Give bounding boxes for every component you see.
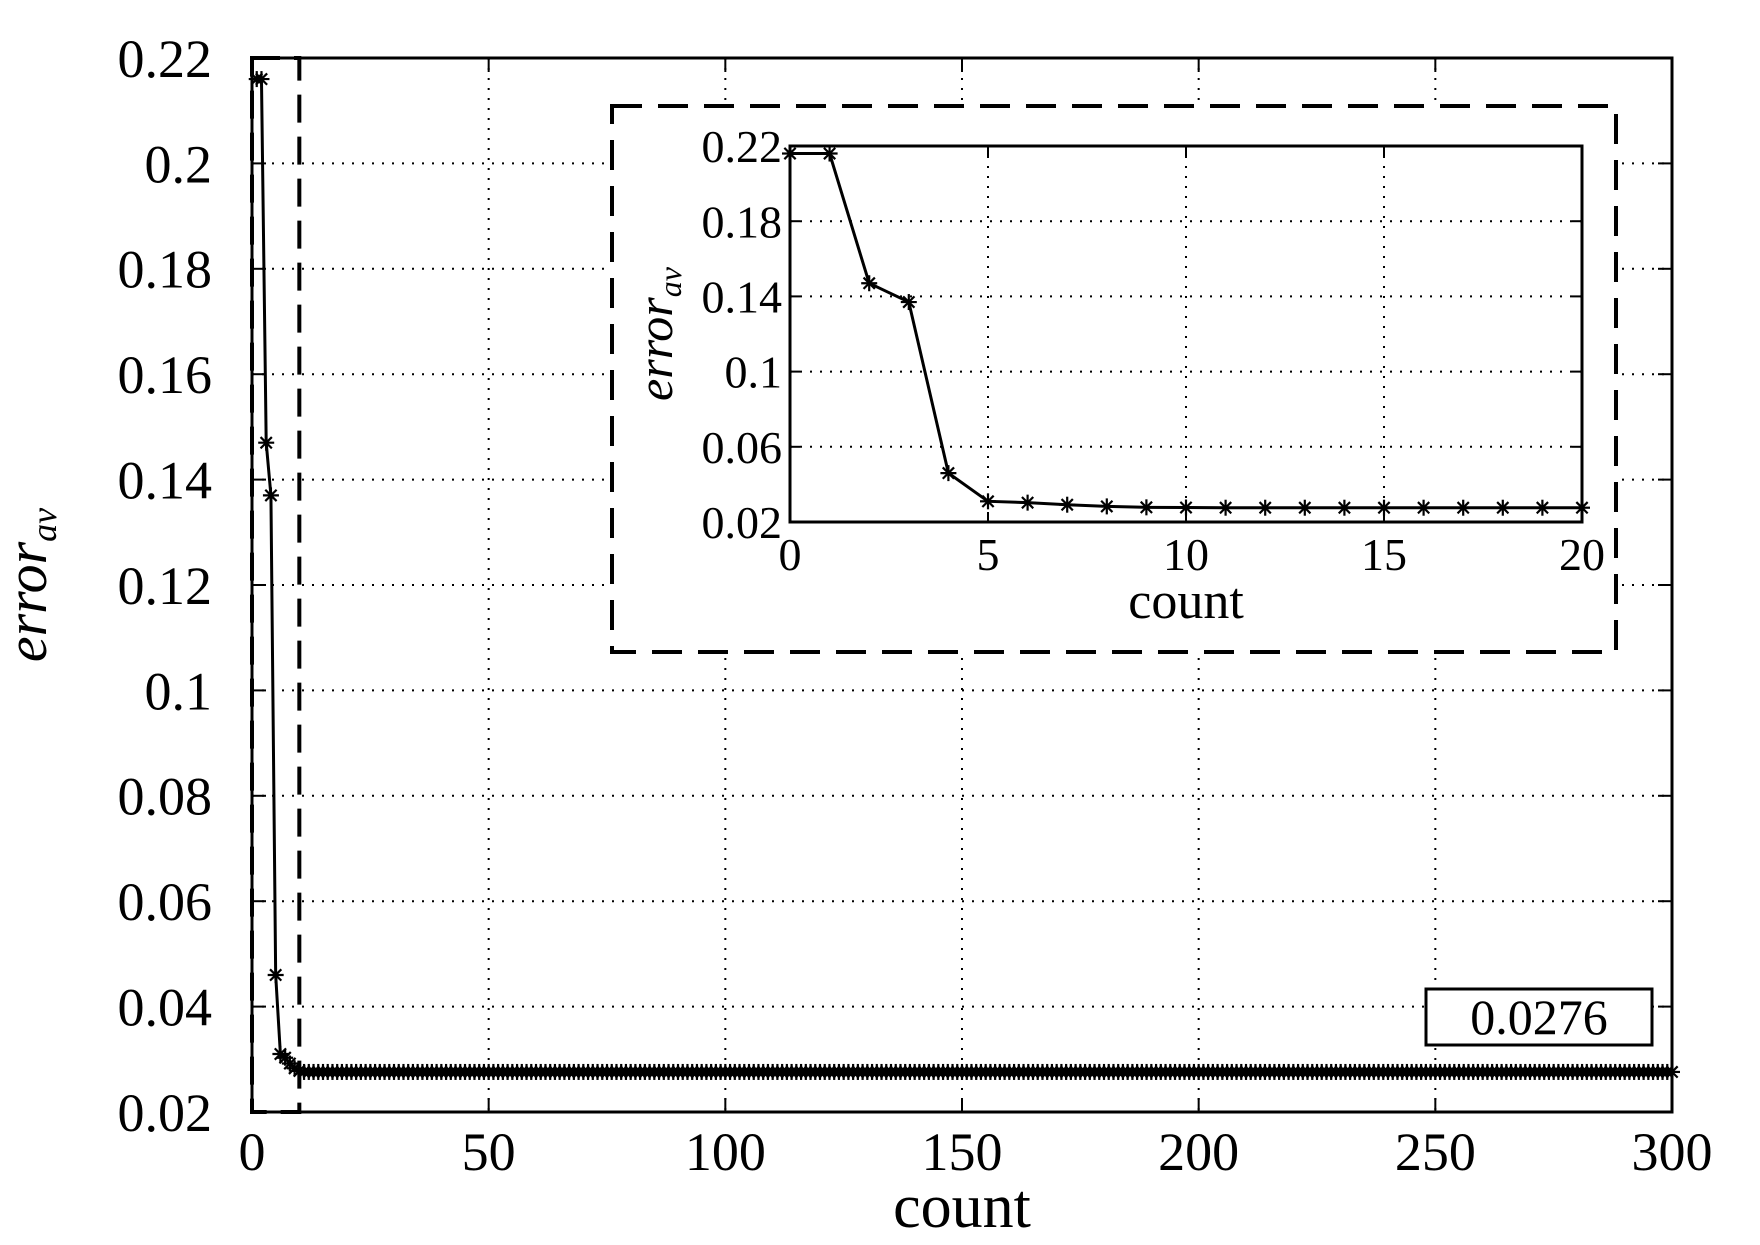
main-y-tick-labels: 0.02 0.04 0.06 0.08 0.1 0.12 0.14 0.16 0.18 0.2 0.… <box>118 29 213 1143</box>
inset-data-point <box>1138 499 1155 516</box>
value-annotation: 0.0276 <box>1424 987 1654 1047</box>
inset-y-axis-title: errorav <box>627 266 688 401</box>
main-y-tick-label: 0.14 <box>118 451 213 511</box>
inset-data-point <box>1178 499 1194 516</box>
main-y-tick-label: 0.08 <box>118 767 213 827</box>
main-x-tick-label: 300 <box>1632 1122 1713 1182</box>
main-x-tick-label: 100 <box>685 1122 766 1182</box>
inset-y-tick-label: 0.14 <box>702 272 783 323</box>
main-y-tick-label: 0.16 <box>118 345 213 405</box>
inset-y-tick-label: 0.06 <box>702 422 783 473</box>
main-plot-frame <box>250 56 1674 1114</box>
inset-data-point <box>1059 496 1076 513</box>
value-annotation-text: 0.0276 <box>1470 989 1608 1045</box>
main-y-tick-label: 0.02 <box>118 1083 213 1143</box>
inset-data-point <box>1336 499 1353 516</box>
inset-y-tick-labels: 0.02 0.06 0.1 0.14 0.18 0.22 <box>702 121 783 548</box>
main-data-point <box>267 966 284 983</box>
inset-data-point <box>1296 499 1313 516</box>
main-y-axis-title: errorav <box>0 508 64 662</box>
main-data-point <box>253 71 270 88</box>
inset-x-tick-label: 15 <box>1361 529 1407 580</box>
main-y-axis-title-subscript: av <box>24 508 64 542</box>
main-series <box>248 71 1680 1080</box>
inset-x-tick-label: 20 <box>1559 529 1605 580</box>
main-x-tick-label: 50 <box>462 1122 516 1182</box>
inset-data-point <box>1415 499 1432 516</box>
inset-x-axis-title: count <box>1128 573 1244 630</box>
main-x-tick-labels: 0 50 100 150 200 250 300 <box>239 1122 1713 1182</box>
inset-data-point <box>1534 499 1551 516</box>
inset-plot-frame <box>788 144 1584 524</box>
main-x-tick-label: 200 <box>1158 1122 1239 1182</box>
value-annotation-box <box>1424 987 1654 1047</box>
main-data-point <box>262 487 279 504</box>
inset-y-tick-label: 0.1 <box>725 347 783 398</box>
main-y-tick-label: 0.06 <box>118 872 213 932</box>
inset-x-tick-label: 5 <box>977 529 1000 580</box>
inset-dashed-frame <box>610 104 1618 654</box>
inset-x-tick-label: 0 <box>779 529 802 580</box>
main-y-tick-label: 0.1 <box>145 661 213 721</box>
main-x-axis-title: count <box>893 1173 1031 1241</box>
inset-data-point <box>1098 498 1115 515</box>
inset-y-tick-label: 0.02 <box>702 497 783 548</box>
main-y-tick-label: 0.18 <box>118 240 213 300</box>
inset-data-point <box>861 275 878 292</box>
inset-y-axis-title-base: error <box>627 297 683 401</box>
inset-data-point <box>1217 499 1234 516</box>
inset-data-point <box>940 465 957 482</box>
inset-data-point <box>1376 499 1392 516</box>
main-x-tick-label: 250 <box>1395 1122 1476 1182</box>
inset-data-point <box>1494 499 1511 516</box>
inset-y-axis-title-subscript: av <box>652 266 688 297</box>
main-y-axis-title-base: error <box>0 541 59 662</box>
main-y-tick-label: 0.2 <box>145 134 213 194</box>
main-y-tick-label: 0.22 <box>118 29 213 89</box>
main-x-tick-label: 0 <box>239 1122 266 1182</box>
main-y-tick-label: 0.12 <box>118 556 213 616</box>
inset-y-tick-label: 0.18 <box>702 196 783 247</box>
inset-data-point <box>821 145 838 162</box>
inset-data-point <box>980 493 996 510</box>
inset-data-point <box>1455 499 1472 516</box>
inset-x-tick-label: 10 <box>1163 529 1209 580</box>
main-x-tick-label: 150 <box>922 1122 1003 1182</box>
inset-data-point <box>1019 494 1036 511</box>
inset-data-point <box>900 294 917 311</box>
main-y-tick-label: 0.04 <box>118 978 213 1038</box>
main-data-point <box>258 434 275 451</box>
inset-x-tick-labels: 0 5 10 15 20 <box>779 529 1606 580</box>
inset-grid <box>790 146 1582 522</box>
inset-data-point <box>1257 499 1274 516</box>
inset-y-tick-label: 0.22 <box>702 121 783 172</box>
